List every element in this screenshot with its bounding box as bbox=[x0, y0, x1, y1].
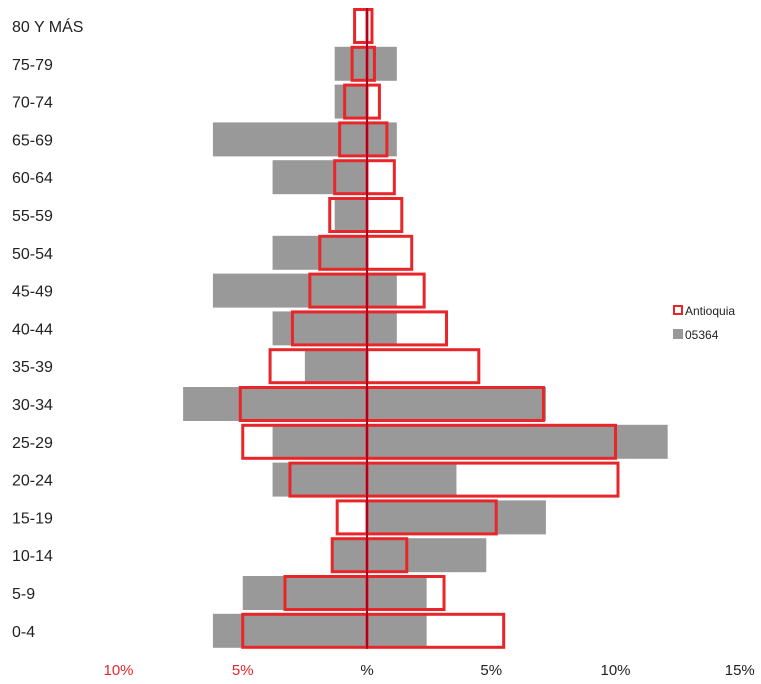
bar-antioquia-right-55-59 bbox=[365, 197, 404, 233]
bar-05364-left-65-69 bbox=[212, 122, 367, 157]
bar-05364-right-25-29 bbox=[367, 424, 668, 459]
age-label-65-69: 65-69 bbox=[12, 132, 53, 149]
legend-label-05364: 05364 bbox=[685, 328, 719, 342]
age-label-15-19: 15-19 bbox=[12, 510, 53, 527]
age-label-25-29: 25-29 bbox=[12, 435, 53, 452]
age-label-75-79: 75-79 bbox=[12, 57, 53, 74]
age-label-5-9: 5-9 bbox=[12, 586, 35, 603]
bar-05364-right-20-24 bbox=[367, 462, 457, 497]
bar-05364-right-40-44 bbox=[367, 311, 397, 346]
age-label-60-64: 60-64 bbox=[12, 170, 53, 187]
legend: Antioquia 05364 bbox=[673, 304, 735, 342]
age-label-35-39: 35-39 bbox=[12, 359, 53, 376]
bar-05364-right-75-79 bbox=[367, 46, 397, 81]
bar-antioquia-right-70-74 bbox=[365, 83, 381, 120]
bar-05364-left-60-64 bbox=[272, 160, 367, 195]
bar-05364-left-35-39 bbox=[304, 349, 367, 384]
bar-05364-left-0-4 bbox=[212, 613, 367, 648]
bar-05364-right-45-49 bbox=[367, 273, 397, 308]
bar-05364-left-5-9 bbox=[242, 576, 367, 610]
bar-05364-left-20-24 bbox=[272, 462, 367, 497]
bar-05364-left-10-14 bbox=[332, 538, 367, 573]
legend-swatch-antioquia bbox=[673, 305, 683, 315]
bar-antioquia-left-15-19 bbox=[335, 499, 369, 536]
bar-05364-left-30-34 bbox=[183, 387, 367, 421]
bar-antioquia-right-35-39 bbox=[365, 348, 481, 385]
bar-antioquia-left-80-y-m-s bbox=[353, 8, 369, 44]
x-tick-label: 5% bbox=[232, 662, 254, 679]
age-label-55-59: 55-59 bbox=[12, 208, 53, 225]
x-tick-label: 10% bbox=[103, 662, 133, 679]
bar-antioquia-right-60-64 bbox=[365, 159, 396, 196]
age-axis-labels: 0-4 5-9 10-14 15-19 20-24 25-29 30-34 35-39 40-4… bbox=[12, 17, 83, 641]
series-antioquia-bars bbox=[238, 8, 620, 649]
age-label-30-34: 30-34 bbox=[12, 397, 53, 414]
x-tick-label: 5% bbox=[480, 662, 502, 679]
bar-antioquia-right-50-54 bbox=[365, 234, 414, 271]
x-tick-label: % bbox=[360, 662, 373, 679]
bar-05364-left-45-49 bbox=[212, 273, 367, 308]
legend-swatch-05364 bbox=[673, 329, 683, 339]
bar-05364-right-15-19 bbox=[367, 500, 546, 535]
age-label-0-4: 0-4 bbox=[12, 624, 35, 641]
bar-05364-left-25-29 bbox=[272, 424, 367, 459]
age-label-10-14: 10-14 bbox=[12, 548, 53, 565]
bar-05364-right-65-69 bbox=[367, 122, 397, 157]
bar-05364-right-5-9 bbox=[367, 576, 427, 610]
bar-05364-left-55-59 bbox=[334, 198, 367, 232]
age-label-70-74: 70-74 bbox=[12, 95, 53, 112]
age-label-80-y-m-s: 80 Y MÁS bbox=[12, 17, 83, 36]
bar-05364-right-10-14 bbox=[367, 538, 487, 573]
x-tick-label: 10% bbox=[600, 662, 630, 679]
x-axis-tick-labels: 10% 5%% 5% 10% 15% bbox=[103, 662, 754, 679]
series-05364-bars bbox=[183, 46, 668, 648]
bar-05364-left-70-74 bbox=[334, 84, 367, 119]
age-label-45-49: 45-49 bbox=[12, 284, 53, 301]
age-label-20-24: 20-24 bbox=[12, 473, 53, 490]
x-tick-label: 15% bbox=[725, 662, 755, 679]
bar-05364-right-0-4 bbox=[367, 613, 427, 648]
bar-05364-left-40-44 bbox=[272, 311, 367, 346]
legend-label-antioquia: Antioquia bbox=[685, 304, 735, 318]
bar-05364-right-30-34 bbox=[367, 387, 546, 421]
age-label-50-54: 50-54 bbox=[12, 246, 53, 263]
age-label-40-44: 40-44 bbox=[12, 321, 53, 338]
